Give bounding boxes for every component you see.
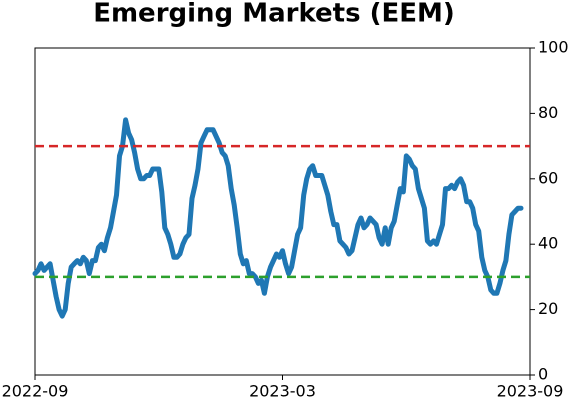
plot-frame (34, 47, 531, 376)
x-tick-label: 2023-09 (497, 382, 564, 401)
x-tick-label: 2023-03 (249, 382, 316, 401)
chart-title: Emerging Markets (EEM) (93, 0, 455, 29)
y-tick-label: 40 (538, 234, 558, 253)
x-tick-label: 2022-09 (2, 382, 69, 401)
y-tick-label: 20 (538, 299, 558, 318)
y-tick-label: 100 (538, 38, 569, 57)
y-tick-label: 60 (538, 168, 558, 187)
y-tick-label: 80 (538, 103, 558, 122)
y-tick-label: 0 (538, 365, 548, 384)
data-line (32, 117, 524, 319)
